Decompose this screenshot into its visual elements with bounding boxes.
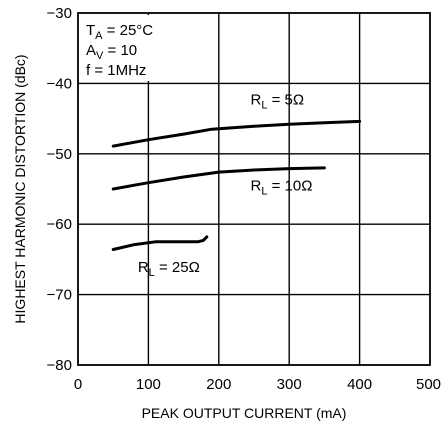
series-label-rl-10: RL = 10Ω (250, 177, 312, 197)
y-tick-label: −40 (47, 75, 72, 92)
y-tick-label: −80 (47, 357, 72, 374)
series-layer (111, 119, 362, 251)
y-tick-labels: −30 −40 −50 −60 −70 −80 (47, 5, 72, 374)
curve-rl-25 (111, 235, 209, 251)
plot-area-frame (77, 12, 431, 366)
series-labels: RL = 5Ω RL = 10Ω RL = 25Ω (138, 92, 313, 280)
x-tick-labels: 0 100 200 300 400 500 (74, 376, 441, 393)
gridlines (78, 13, 430, 365)
y-tick-label: −50 (47, 146, 72, 163)
curve-rl-5 (111, 119, 362, 148)
condition-gain: AV = 10 (86, 42, 137, 62)
curve-rl-10 (111, 166, 326, 191)
x-tick-label: 100 (136, 376, 161, 393)
x-tick-label: 300 (277, 376, 302, 393)
condition-temperature: TA = 25°C (86, 22, 153, 42)
condition-frequency: f = 1MHz (86, 62, 146, 79)
x-tick-label: 400 (347, 376, 372, 393)
y-tick-label: −70 (47, 287, 72, 304)
y-tick-label: −30 (47, 5, 72, 22)
series-label-rl-25: RL = 25Ω (138, 259, 200, 279)
x-tick-label: 500 (416, 376, 441, 393)
x-tick-label: 200 (206, 376, 231, 393)
y-axis-title: HIGHEST HARMONIC DISTORTION (dBc) (12, 54, 28, 323)
y-tick-label: −60 (47, 216, 72, 233)
x-axis-title: PEAK OUTPUT CURRENT (mA) (142, 405, 347, 421)
x-tick-label: 0 (74, 376, 82, 393)
conditions-box: TA = 25°C AV = 10 f = 1MHz (80, 15, 180, 81)
series-label-rl-5: RL = 5Ω (250, 92, 304, 112)
